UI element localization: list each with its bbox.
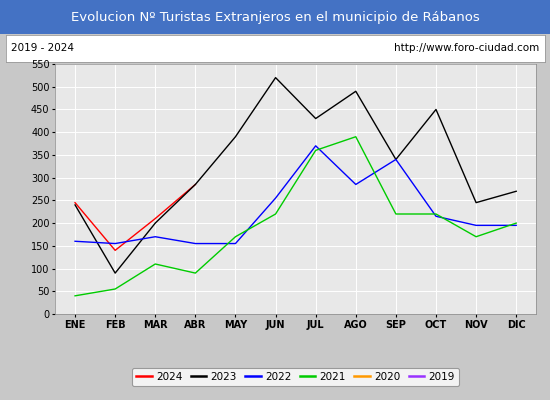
Legend: 2024, 2023, 2022, 2021, 2020, 2019: 2024, 2023, 2022, 2021, 2020, 2019 xyxy=(132,368,459,386)
Text: 2019 - 2024: 2019 - 2024 xyxy=(11,43,74,53)
Text: http://www.foro-ciudad.com: http://www.foro-ciudad.com xyxy=(394,43,539,53)
Text: Evolucion Nº Turistas Extranjeros en el municipio de Rábanos: Evolucion Nº Turistas Extranjeros en el … xyxy=(70,10,480,24)
